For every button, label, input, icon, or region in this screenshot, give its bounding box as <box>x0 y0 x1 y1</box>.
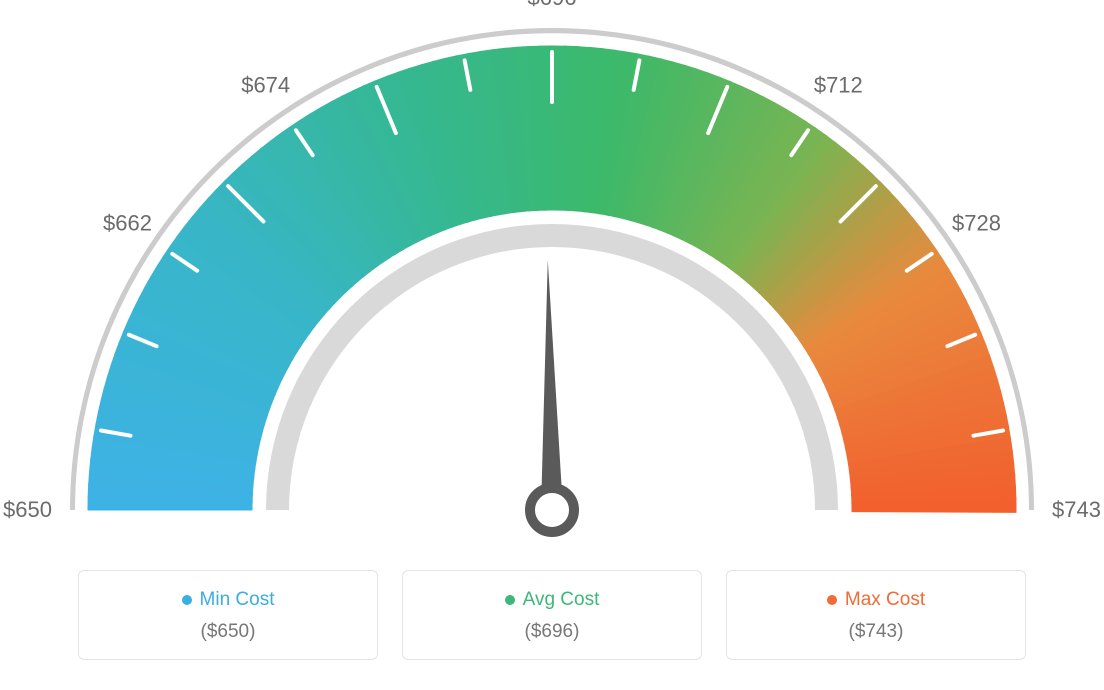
tick-label: $674 <box>241 73 290 98</box>
legend-min-label: Min Cost <box>200 589 275 611</box>
legend-avg-value: ($696) <box>413 621 691 643</box>
tick-label: $662 <box>103 211 152 236</box>
tick-label: $712 <box>814 73 863 98</box>
legend-card-avg: Avg Cost ($696) <box>402 570 702 660</box>
legend-card-max: Max Cost ($743) <box>726 570 1026 660</box>
legend-max-label: Max Cost <box>845 589 925 611</box>
legend-avg-header: Avg Cost <box>413 589 691 611</box>
tick-label: $650 <box>3 497 52 522</box>
dot-icon <box>182 595 192 605</box>
gauge-chart: $650 $662 $674 $696 $712 $728 $743 <box>0 0 1104 560</box>
dot-icon <box>827 595 837 605</box>
dot-icon <box>505 595 515 605</box>
tick-label: $728 <box>952 211 1001 236</box>
tick-label: $743 <box>1052 497 1101 522</box>
gauge-svg: $650 $662 $674 $696 $712 $728 $743 <box>0 0 1104 560</box>
legend-min-value: ($650) <box>89 621 367 643</box>
needle-hub <box>530 488 574 532</box>
legend-min-header: Min Cost <box>89 589 367 611</box>
tick-label: $696 <box>528 0 577 10</box>
legend-max-value: ($743) <box>737 621 1015 643</box>
needle <box>541 260 563 510</box>
legend-max-header: Max Cost <box>737 589 1015 611</box>
legend-avg-label: Avg Cost <box>523 589 600 611</box>
legend-card-min: Min Cost ($650) <box>78 570 378 660</box>
legend-row: Min Cost ($650) Avg Cost ($696) Max Cost… <box>0 570 1104 660</box>
